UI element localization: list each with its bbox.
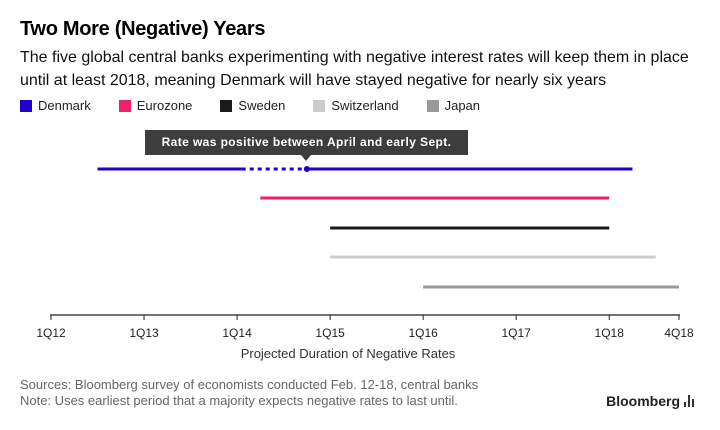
legend-item-japan: Japan bbox=[426, 98, 481, 113]
x-tick-label: 1Q18 bbox=[594, 326, 624, 340]
legend-swatch-sweden bbox=[220, 99, 233, 112]
x-tick-label: 4Q18 bbox=[664, 326, 694, 340]
chart-subtitle: The five global central banks experiment… bbox=[20, 49, 689, 89]
bloomberg-logo: Bloomberg bbox=[606, 393, 694, 409]
legend-label-sweden: Sweden bbox=[238, 98, 286, 113]
x-axis-label: Projected Duration of Negative Rates bbox=[240, 346, 456, 361]
legend-swatch-japan bbox=[426, 99, 439, 112]
x-tick-label: 1Q14 bbox=[222, 326, 252, 340]
source-note: Sources: Bloomberg survey of economists … bbox=[20, 377, 479, 392]
legend-swatch-eurozone bbox=[118, 99, 131, 112]
legend-item-eurozone: Eurozone bbox=[118, 98, 193, 113]
legend: Denmark Eurozone Sweden Switzerland Japa… bbox=[20, 98, 480, 113]
brand-text: Bloomberg bbox=[606, 393, 680, 409]
x-tick-label: 1Q15 bbox=[315, 326, 345, 340]
annotation-tooltip: Rate was positive between April and earl… bbox=[145, 130, 468, 155]
bar-chart-icon bbox=[684, 395, 694, 407]
legend-swatch-denmark bbox=[20, 99, 32, 112]
x-tick-label: 1Q12 bbox=[36, 326, 66, 340]
annotation-pointer bbox=[301, 155, 311, 161]
chart-title: Two More (Negative) Years bbox=[20, 18, 266, 40]
legend-label-eurozone: Eurozone bbox=[136, 98, 193, 113]
x-tick-label: 1Q17 bbox=[501, 326, 531, 340]
legend-swatch-switzerland bbox=[313, 99, 326, 112]
x-tick-label: 1Q16 bbox=[408, 326, 438, 340]
legend-item-sweden: Sweden bbox=[220, 98, 285, 113]
x-tick-label: 1Q13 bbox=[129, 326, 159, 340]
legend-item-denmark: Denmark bbox=[20, 98, 91, 113]
legend-item-switzerland: Switzerland bbox=[313, 98, 399, 113]
legend-label-japan: Japan bbox=[444, 98, 481, 113]
bar-denmark-marker bbox=[303, 166, 310, 172]
legend-label-denmark: Denmark bbox=[38, 98, 91, 113]
legend-label-switzerland: Switzerland bbox=[331, 98, 399, 113]
footnotes: Sources: Bloomberg survey of economists … bbox=[20, 377, 478, 409]
methodology-note: Note: Uses earliest period that a majori… bbox=[20, 393, 458, 408]
